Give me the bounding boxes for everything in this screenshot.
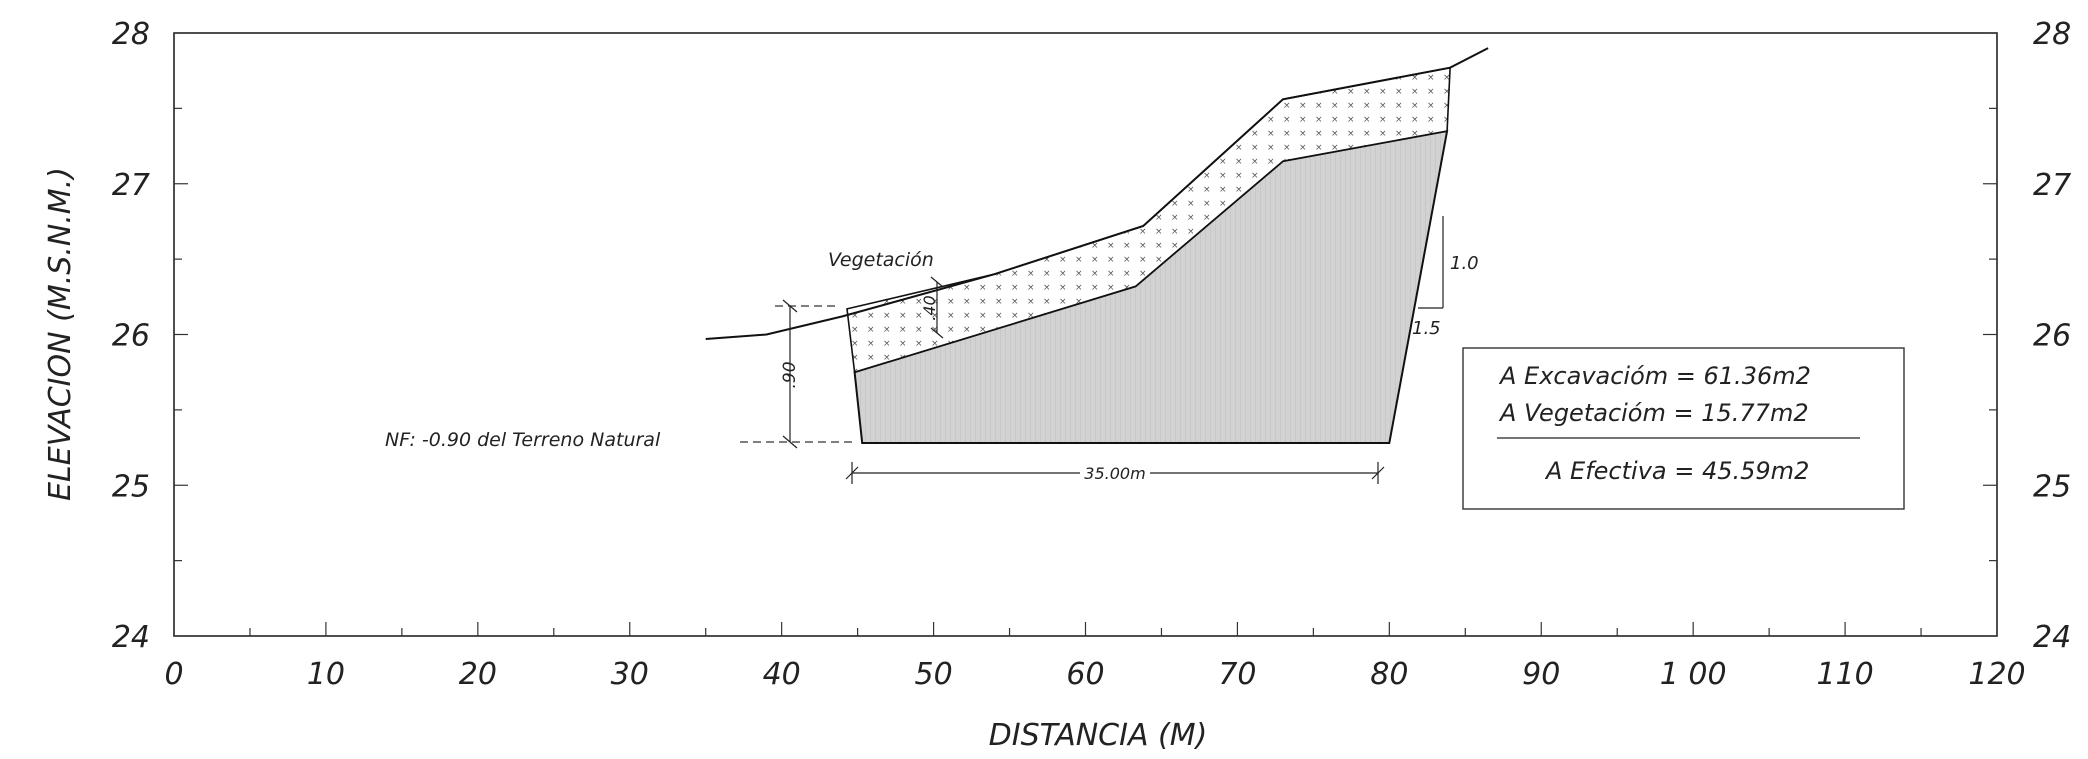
y-tick-label-left: 28 bbox=[112, 17, 150, 52]
y-tick-label-left: 26 bbox=[112, 319, 150, 354]
x-tick-label: 60 bbox=[1066, 657, 1104, 692]
y-tick-label-right: 24 bbox=[2033, 620, 2071, 655]
y-axis-label: ELEVACION (M.S.N.M.) bbox=[43, 167, 78, 501]
x-tick-label: 120 bbox=[1968, 657, 2025, 692]
x-tick-label: 50 bbox=[914, 657, 952, 692]
width-dimension: 35.00m bbox=[845, 462, 1385, 484]
y-tick-label-left: 24 bbox=[112, 620, 150, 655]
vegetation-label: Vegetación bbox=[828, 249, 934, 271]
terrain-line bbox=[705, 47, 1489, 340]
x-tick-labels: 0 10 20 30 40 50 60 70 80 90 1 00 110 120 bbox=[164, 657, 2025, 692]
x-tick-label: 70 bbox=[1218, 657, 1256, 692]
width-label: 35.00m bbox=[1084, 464, 1145, 483]
x-tick-label: 80 bbox=[1370, 657, 1408, 692]
area-summary-box: A Excavaciόm = 61.36m2 A Vegetaciόm = 15… bbox=[1462, 347, 1905, 510]
effective-area-text: A Efectiva = 45.59m2 bbox=[1544, 457, 1809, 485]
thickness-label: .40 bbox=[920, 295, 939, 320]
y-tick-label-right: 26 bbox=[2033, 319, 2071, 354]
y-tick-label-right: 25 bbox=[2033, 469, 2071, 504]
depth-label: .90 bbox=[780, 361, 800, 388]
slope-run-label: 1.5 bbox=[1412, 318, 1441, 339]
x-tick-label: 110 bbox=[1816, 657, 1873, 692]
y-tick-label-right: 28 bbox=[2033, 17, 2071, 52]
slope-indicator: 1.0 1.5 bbox=[1412, 216, 1479, 339]
x-axis-label: DISTANCIA (M) bbox=[989, 718, 1208, 753]
y-tick-label-left: 27 bbox=[112, 168, 150, 203]
x-tick-label: 10 bbox=[307, 657, 345, 692]
y-tick-label-left: 25 bbox=[112, 469, 150, 504]
excavation-area-text: A Excavaciόm = 61.36m2 bbox=[1498, 362, 1811, 390]
water-table-label: NF: -0.90 del Terreno Natural bbox=[385, 429, 661, 451]
x-tick-label: 30 bbox=[611, 657, 649, 692]
x-tick-label: 0 bbox=[164, 657, 183, 692]
x-tick-label: 1 00 bbox=[1660, 657, 1727, 692]
axis-ticks bbox=[173, 32, 1998, 637]
depth-dimension: .90 bbox=[780, 299, 800, 449]
vegetation-thickness-dimension: .40 bbox=[920, 276, 944, 339]
y-tick-labels-left: 24 25 26 27 28 bbox=[112, 17, 150, 655]
y-tick-label-right: 27 bbox=[2033, 168, 2071, 203]
slope-rise-label: 1.0 bbox=[1450, 253, 1479, 274]
x-tick-label: 40 bbox=[763, 657, 801, 692]
y-tick-labels-right: 24 25 26 27 28 bbox=[2033, 17, 2071, 655]
x-tick-label: 90 bbox=[1522, 657, 1560, 692]
vegetation-area-text: A Vegetaciόm = 15.77m2 bbox=[1498, 399, 1809, 427]
x-tick-label: 20 bbox=[459, 657, 497, 692]
